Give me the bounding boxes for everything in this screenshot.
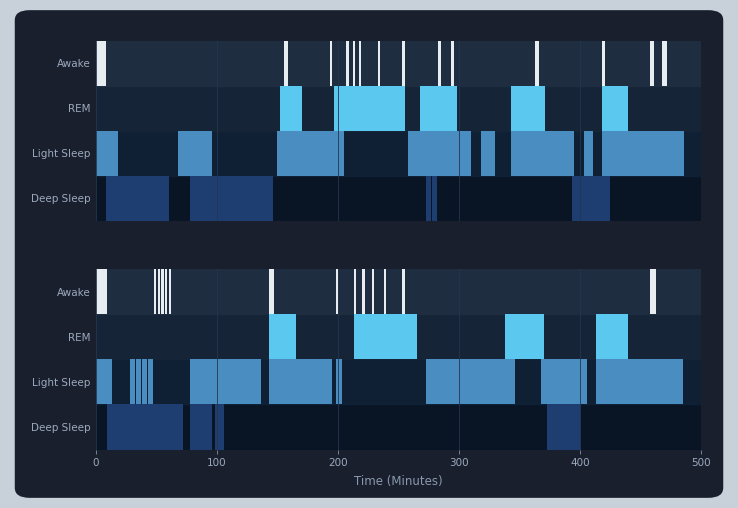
Bar [542,360,587,404]
Bar [353,41,355,86]
Bar [96,360,701,404]
Bar [96,176,701,221]
Bar [158,269,160,314]
Bar [280,86,302,131]
Bar [96,131,118,176]
Bar [650,41,654,86]
Bar [481,131,495,176]
Bar [511,131,574,176]
Bar [168,269,171,314]
Bar [535,41,539,86]
Bar [427,360,514,404]
Bar [596,314,629,360]
Bar [362,269,365,314]
Bar [402,41,404,86]
Bar [190,404,206,450]
Bar [384,269,387,314]
Bar [602,86,629,131]
Bar [572,176,610,221]
Bar [96,360,111,404]
Bar [408,131,471,176]
Bar [432,176,437,221]
Bar [421,86,457,131]
Bar [142,360,147,404]
Bar [179,131,212,176]
Bar [438,41,441,86]
Bar [584,131,593,176]
Bar [378,41,380,86]
Bar [602,131,684,176]
Bar [402,269,404,314]
Bar [505,314,544,360]
Bar [336,360,342,404]
Bar [162,269,164,314]
Bar [96,86,701,131]
Bar [511,86,545,131]
Bar [334,86,404,131]
Bar [330,41,332,86]
X-axis label: Time (Minutes): Time (Minutes) [354,475,443,488]
Bar [154,269,156,314]
Bar [372,269,374,314]
Bar [107,404,183,450]
Bar [190,176,272,221]
Bar [283,41,289,86]
Bar [96,269,701,314]
Bar [663,41,667,86]
Bar [359,41,361,86]
Bar [215,404,224,450]
Bar [269,314,296,360]
Bar [269,269,274,314]
Bar [354,269,356,314]
Bar [346,41,349,86]
Bar [96,404,701,450]
Bar [96,269,107,314]
Bar [96,41,701,86]
Bar [548,404,582,450]
FancyBboxPatch shape [15,10,723,498]
Bar [165,269,168,314]
Bar [96,41,106,86]
Bar [148,360,153,404]
Bar [602,41,605,86]
Bar [136,360,141,404]
Bar [650,269,656,314]
Bar [130,360,134,404]
Bar [106,176,168,221]
Bar [202,404,212,450]
Bar [427,176,431,221]
Bar [596,360,683,404]
Bar [451,41,454,86]
Bar [96,314,701,360]
Bar [354,314,417,360]
Bar [336,131,344,176]
Bar [96,131,701,176]
Bar [277,131,336,176]
Bar [190,360,261,404]
Bar [336,269,338,314]
Bar [269,360,332,404]
